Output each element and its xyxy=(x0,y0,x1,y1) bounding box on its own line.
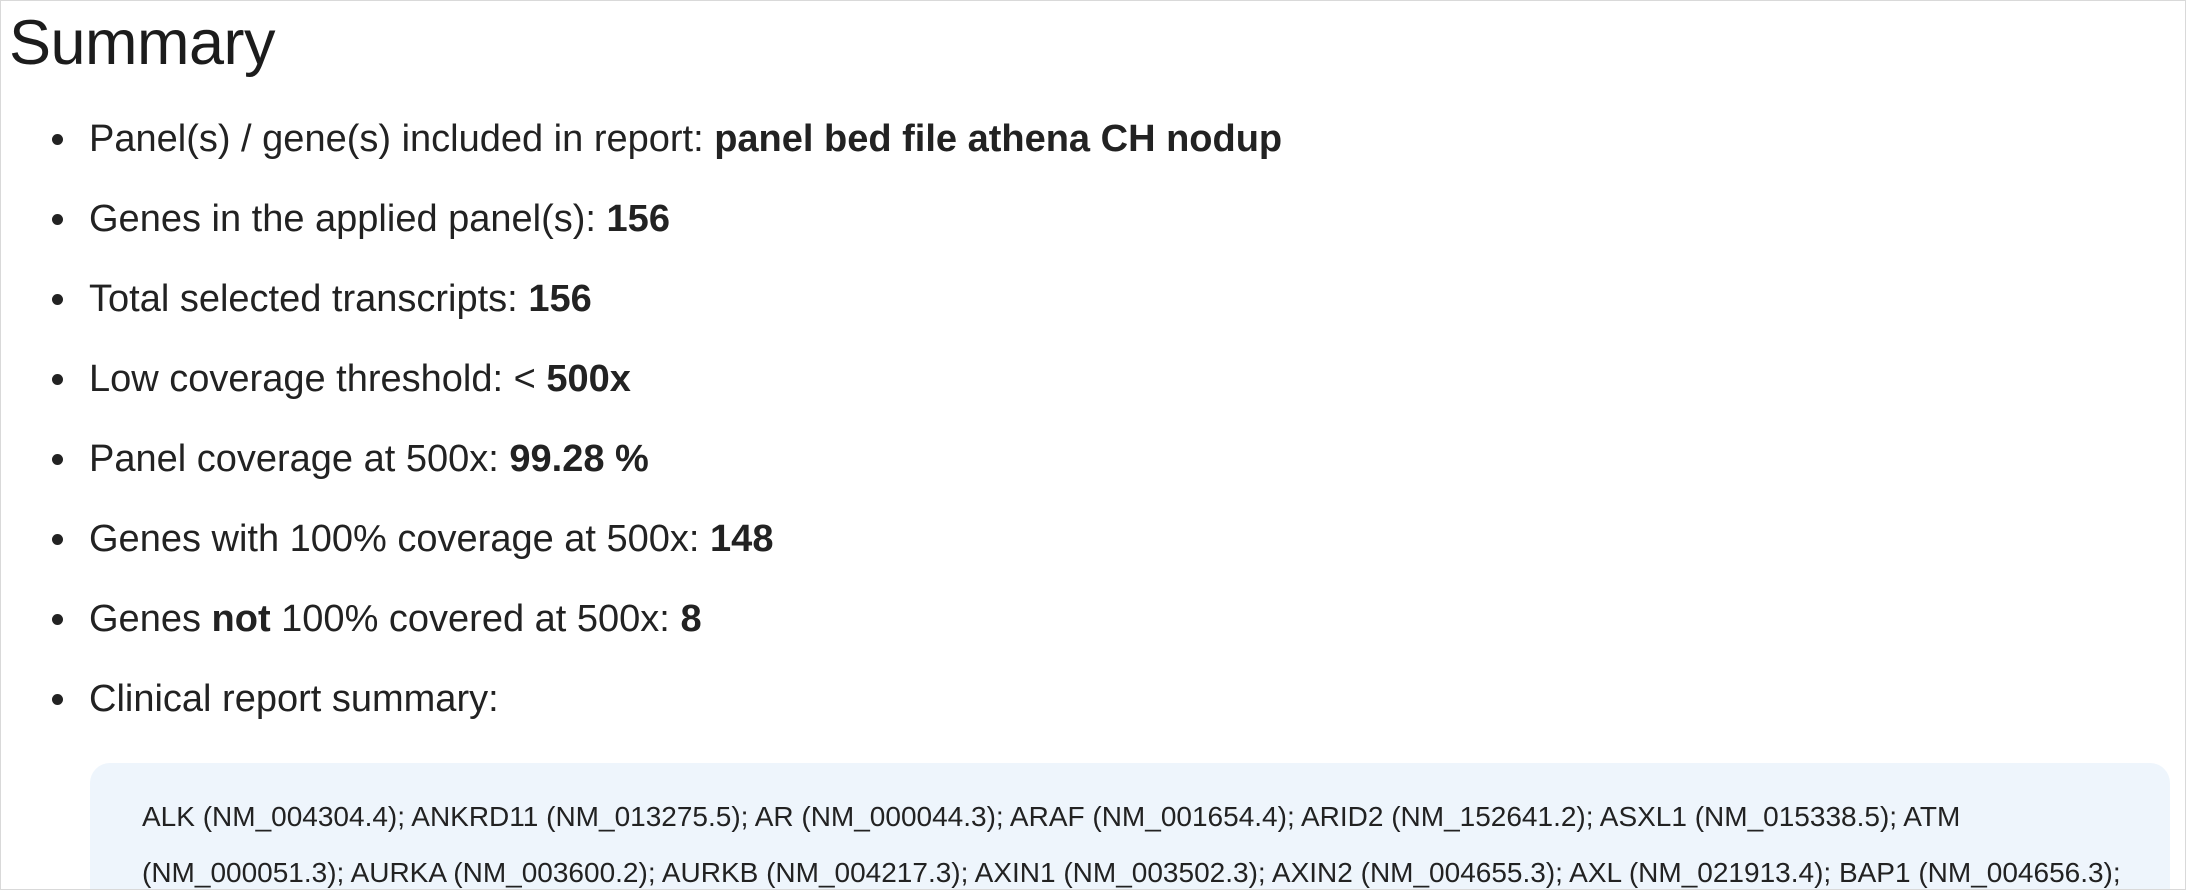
list-item-genes-in-panel: Genes in the applied panel(s): 156 xyxy=(1,179,2185,259)
clinical-report-line: (NM_000051.3); AURKA (NM_003600.2); AURK… xyxy=(142,857,2121,888)
total-transcripts-value: 156 xyxy=(528,278,592,320)
genes-full-coverage-label: Genes with 100% coverage at 500x: xyxy=(89,518,711,560)
clinical-report-box: ALK (NM_004304.4); ANKRD11 (NM_013275.5)… xyxy=(90,763,2170,889)
low-coverage-threshold-value: 500x xyxy=(546,358,631,400)
bullet-icon xyxy=(52,294,63,305)
genes-in-panel-label: Genes in the applied panel(s): xyxy=(89,198,607,240)
genes-not-covered-value: 8 xyxy=(680,598,702,640)
low-coverage-threshold-label: Low coverage threshold: < xyxy=(89,358,547,400)
bullet-icon xyxy=(52,534,63,545)
genes-not-covered-label-prefix: Genes xyxy=(89,598,212,640)
genes-not-covered-emphasis: not xyxy=(211,598,271,640)
bullet-icon xyxy=(52,454,63,465)
list-item-clinical-summary: Clinical report summary: xyxy=(1,659,2185,739)
bullet-icon xyxy=(52,614,63,625)
genes-full-coverage-value: 148 xyxy=(710,518,774,560)
panels-label: Panel(s) / gene(s) included in report: xyxy=(89,118,715,160)
list-item-genes-not-covered: Genes not 100% covered at 500x: 8 xyxy=(1,579,2185,659)
summary-list: Panel(s) / gene(s) included in report: p… xyxy=(1,99,2185,739)
page-title: Summary xyxy=(9,8,276,78)
panel-coverage-label: Panel coverage at 500x: xyxy=(89,438,510,480)
clinical-report-line: ALK (NM_004304.4); ANKRD11 (NM_013275.5)… xyxy=(142,801,1961,832)
list-item-total-transcripts: Total selected transcripts: 156 xyxy=(1,259,2185,339)
list-item-low-coverage-threshold: Low coverage threshold: < 500x xyxy=(1,339,2185,419)
list-item-panel-coverage: Panel coverage at 500x: 99.28 % xyxy=(1,419,2185,499)
bullet-icon xyxy=(52,694,63,705)
bullet-icon xyxy=(52,374,63,385)
bullet-icon xyxy=(52,134,63,145)
total-transcripts-label: Total selected transcripts: xyxy=(89,278,529,320)
panel-coverage-value: 99.28 % xyxy=(509,438,649,480)
panels-value: panel bed file athena CH nodup xyxy=(714,118,1283,160)
list-item-genes-full-coverage: Genes with 100% coverage at 500x: 148 xyxy=(1,499,2185,579)
genes-in-panel-value: 156 xyxy=(606,198,670,240)
bullet-icon xyxy=(52,214,63,225)
clinical-summary-label: Clinical report summary: xyxy=(89,678,499,720)
list-item-panels: Panel(s) / gene(s) included in report: p… xyxy=(1,99,2185,179)
genes-not-covered-label-suffix: 100% covered at 500x: xyxy=(270,598,681,640)
